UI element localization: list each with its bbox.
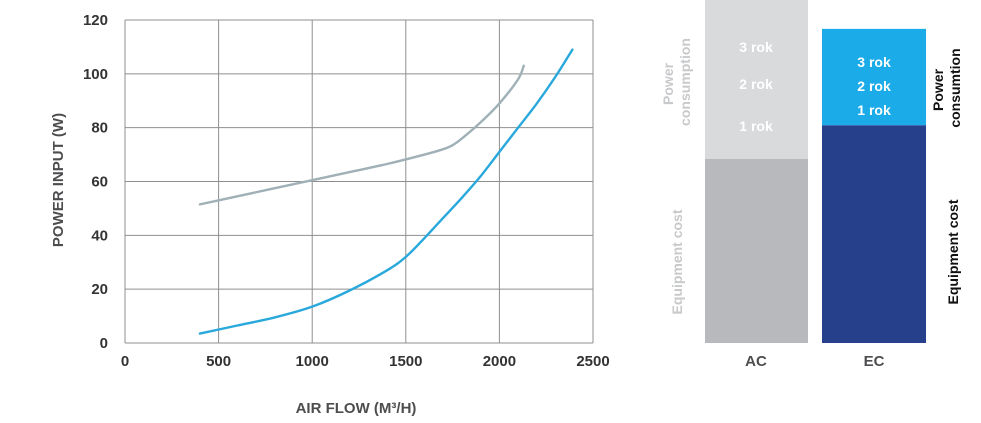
y-tick-label: 60 bbox=[91, 174, 108, 191]
ac-annotation-2: 2 rok bbox=[739, 76, 773, 92]
x-tick-label: 500 bbox=[206, 353, 231, 370]
y-axis-label: POWER INPUT (W) bbox=[50, 113, 67, 247]
ec-annotation-2: 2 rok bbox=[857, 78, 891, 94]
stacked-bars bbox=[705, 0, 926, 343]
line-chart-grid bbox=[124, 19, 594, 344]
category-label-ac: AC bbox=[745, 353, 767, 370]
category-label-ec: EC bbox=[864, 353, 885, 370]
bar-segment-ec-equipment-cost bbox=[822, 125, 926, 343]
x-tick-label: 2000 bbox=[483, 353, 516, 370]
ec-annotation-3: 3 rok bbox=[857, 54, 891, 70]
x-axis-ticks: 0 500 1000 1500 2000 2500 bbox=[121, 353, 610, 370]
line-chart: 0 20 40 60 80 100 120 0 500 1000 1500 2000 2500 POW… bbox=[50, 12, 610, 417]
ec-annotation-1: 1 rok bbox=[857, 102, 891, 118]
ac-power-label: Power consumption bbox=[660, 38, 693, 126]
bar-chart: 3 rok 2 rok 1 rok 3 rok 2 rok 1 rok AC E… bbox=[660, 0, 963, 370]
x-tick-label: 1000 bbox=[296, 353, 329, 370]
ac-annotation-3: 3 rok bbox=[739, 39, 773, 55]
x-tick-label: 2500 bbox=[576, 353, 609, 370]
y-tick-label: 40 bbox=[91, 227, 108, 244]
series-line-1 bbox=[198, 64, 525, 206]
ac-equipment-label: Equipment cost bbox=[669, 209, 685, 314]
ec-equipment-label: Equipment cost bbox=[945, 199, 961, 304]
x-tick-label: 1500 bbox=[389, 353, 422, 370]
y-tick-label: 100 bbox=[83, 66, 108, 83]
bar-segment-ac-equipment-cost bbox=[705, 158, 808, 343]
x-tick-label: 0 bbox=[121, 353, 129, 370]
bar-segment-ec-power-consumtion bbox=[822, 28, 926, 126]
x-axis-label: AIR FLOW (M³/H) bbox=[296, 400, 417, 417]
line-chart-series bbox=[198, 48, 574, 335]
y-tick-label: 20 bbox=[91, 281, 108, 298]
y-tick-label: 80 bbox=[91, 120, 108, 137]
ac-annotation-1: 1 rok bbox=[739, 118, 773, 134]
y-axis-ticks: 0 20 40 60 80 100 120 bbox=[83, 12, 108, 352]
series-line-2 bbox=[198, 48, 574, 335]
ec-power-label: Power consumtion bbox=[930, 48, 963, 127]
y-tick-label: 0 bbox=[100, 335, 108, 352]
bar-segment-ac-power-consumption bbox=[705, 0, 808, 159]
y-tick-label: 120 bbox=[83, 12, 108, 29]
